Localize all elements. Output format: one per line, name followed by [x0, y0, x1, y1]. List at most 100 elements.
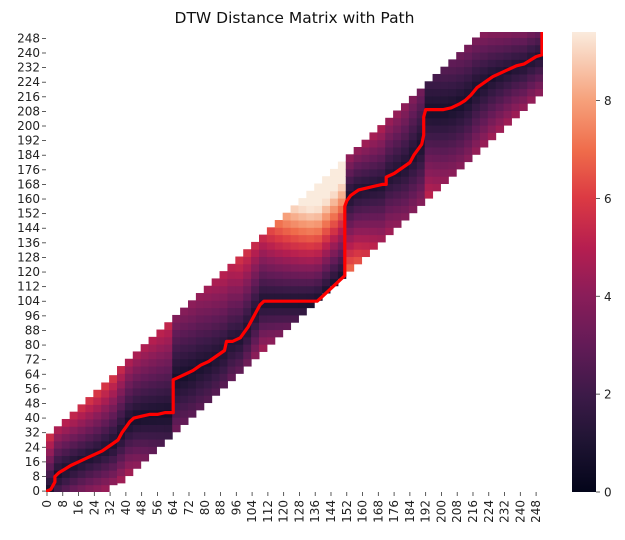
heatmap-cell: [503, 88, 512, 97]
heatmap-cell: [393, 220, 402, 228]
heatmap-cell: [408, 103, 418, 111]
heatmap-cell: [132, 387, 142, 396]
heatmap-cell: [180, 351, 189, 360]
heatmap-cell: [495, 37, 505, 46]
heatmap-cell: [440, 125, 449, 133]
heatmap-cell: [77, 411, 86, 420]
heatmap-cell: [124, 424, 134, 433]
heatmap-cell: [164, 431, 173, 440]
heatmap-cell: [69, 470, 79, 478]
heatmap-cell: [251, 351, 260, 360]
heatmap-cell: [109, 389, 118, 398]
heatmap-cell: [377, 161, 386, 170]
heatmap-cell: [424, 95, 434, 104]
heatmap-cell: [527, 52, 536, 60]
heatmap-cell: [266, 336, 276, 345]
heatmap-cell: [519, 32, 528, 38]
heatmap-cell: [156, 344, 165, 352]
heatmap-cell: [479, 44, 489, 53]
heatmap-cell: [180, 336, 189, 345]
heatmap-cell: [140, 351, 150, 360]
heatmap-cell: [148, 387, 157, 396]
heatmap-cell: [432, 88, 441, 97]
heatmap-cell: [322, 271, 331, 279]
heatmap-cell: [487, 103, 497, 111]
heatmap-cell: [266, 314, 276, 323]
heatmap-cell: [132, 366, 142, 374]
heatmap-cell: [46, 462, 55, 471]
heatmap-cell: [337, 220, 347, 228]
heatmap-cell: [432, 168, 441, 177]
heatmap-cell: [401, 190, 410, 199]
heatmap-cell: [235, 285, 244, 294]
heatmap-cell: [259, 307, 268, 316]
heatmap-cell: [93, 477, 102, 486]
dtw-path: [46, 32, 543, 492]
heatmap-cell: [432, 132, 441, 141]
heatmap-cell: [440, 154, 449, 163]
heatmap-cell: [503, 73, 512, 82]
heatmap-cell: [456, 66, 465, 75]
heatmap-cell: [117, 402, 126, 411]
heatmap-cell: [117, 453, 126, 462]
heatmap-cell: [195, 329, 205, 338]
heatmap-cell: [472, 117, 481, 126]
heatmap-cell: [377, 205, 386, 214]
heatmap-cell: [464, 81, 473, 90]
heatmap-cell: [472, 139, 481, 148]
heatmap-cell: [251, 263, 260, 272]
heatmap-cell: [282, 271, 292, 279]
heatmap-cell: [535, 59, 543, 68]
heatmap-cell: [314, 263, 323, 272]
heatmap-cell: [93, 404, 102, 413]
colorbar-tick-label: 2: [604, 388, 612, 402]
heatmap-cell: [322, 198, 331, 206]
heatmap-cell: [266, 249, 276, 258]
heatmap-cell: [479, 59, 489, 68]
heatmap-cell: [511, 44, 520, 53]
heatmap-cell: [274, 256, 284, 265]
heatmap-cell: [124, 373, 134, 382]
heatmap-cell: [330, 183, 339, 192]
heatmap-cell: [203, 387, 213, 396]
heatmap-cell: [385, 227, 394, 236]
heatmap-cell: [385, 220, 394, 228]
heatmap-cell: [361, 161, 370, 170]
heatmap-cell: [101, 440, 110, 449]
heatmap-cell: [101, 477, 110, 486]
heatmap-cell: [487, 95, 497, 104]
heatmap-cell: [195, 373, 205, 382]
x-tick-label: 184: [403, 500, 417, 523]
heatmap-cell: [290, 307, 299, 316]
heatmap-cell: [132, 402, 142, 411]
heatmap-cell: [227, 285, 236, 294]
heatmap-cell: [219, 380, 228, 389]
heatmap-cell: [369, 154, 378, 163]
heatmap-cell: [227, 329, 236, 338]
heatmap-cell: [172, 402, 181, 411]
heatmap-cell: [424, 147, 434, 155]
y-tick-label: 152: [17, 207, 40, 221]
colorbar-gradient: [572, 32, 596, 492]
heatmap-cell: [164, 358, 173, 367]
heatmap-cell: [361, 241, 370, 250]
x-tick-label: 160: [356, 500, 370, 523]
heatmap-cell: [46, 477, 55, 486]
heatmap-cell: [180, 358, 189, 367]
heatmap-cell: [385, 176, 394, 185]
heatmap-cell: [369, 205, 378, 214]
heatmap-cell: [274, 307, 284, 316]
heatmap-cell: [195, 314, 205, 323]
heatmap-cell: [266, 300, 276, 309]
x-tick-label: 56: [150, 500, 164, 515]
heatmap-cell: [266, 329, 276, 338]
heatmap-cell: [140, 373, 150, 382]
heatmap-cell: [259, 336, 268, 345]
heatmap-cell: [330, 249, 339, 258]
heatmap-cell: [337, 183, 347, 192]
heatmap-cell: [298, 198, 307, 206]
heatmap-cell: [345, 227, 355, 236]
heatmap-cell: [77, 462, 86, 471]
heatmap-cell: [314, 271, 323, 279]
heatmap-cell: [227, 373, 236, 382]
